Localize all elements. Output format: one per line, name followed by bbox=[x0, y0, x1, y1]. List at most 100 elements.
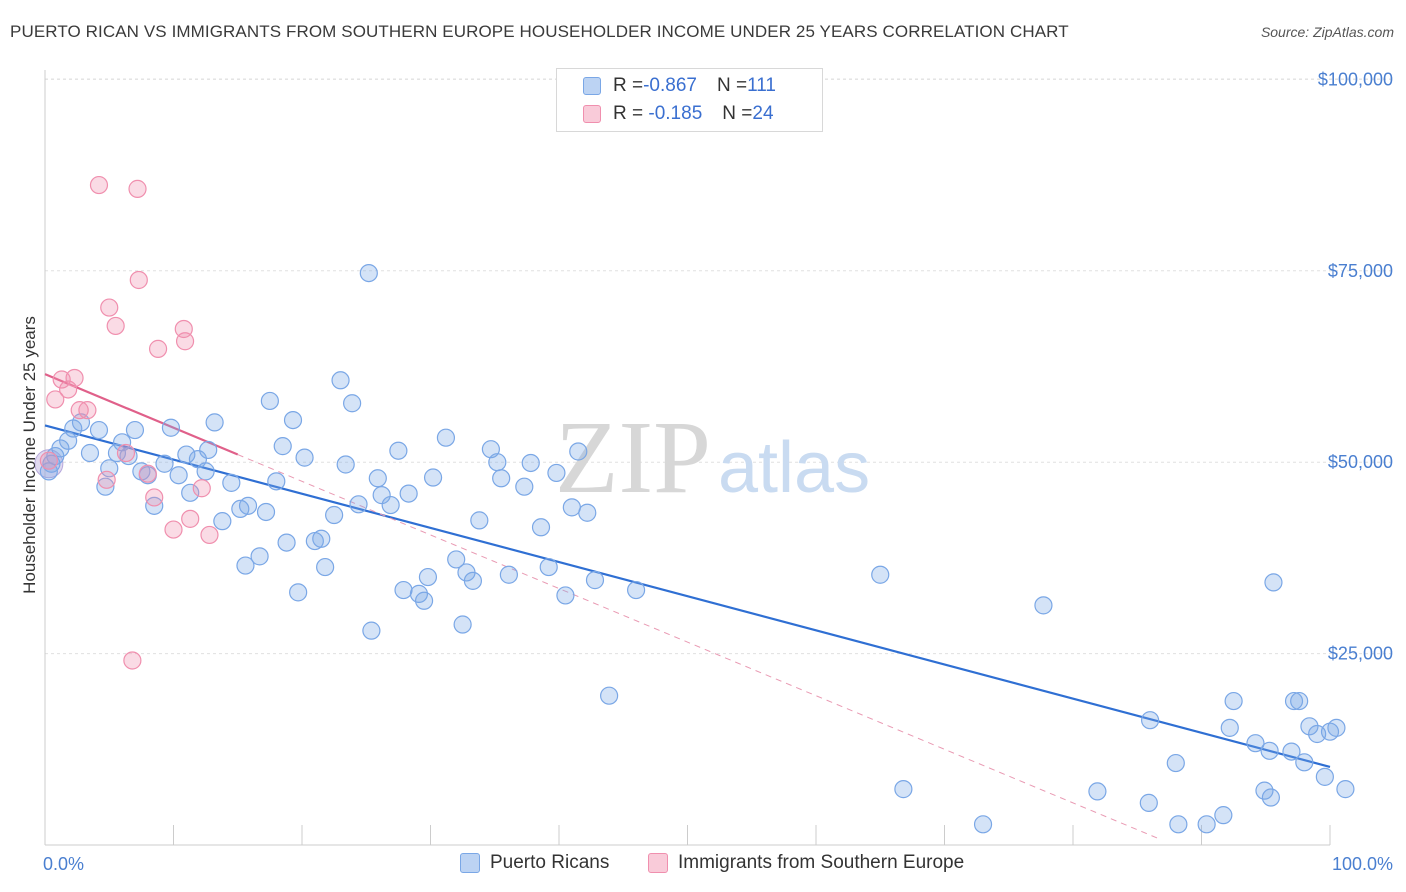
data-point bbox=[394, 580, 413, 600]
data-point bbox=[106, 316, 125, 336]
data-point bbox=[600, 686, 619, 705]
series-swatch-pink bbox=[648, 853, 668, 873]
legend-n-value: 24 bbox=[752, 103, 774, 124]
data-point bbox=[78, 401, 97, 420]
data-point bbox=[316, 557, 335, 577]
data-point bbox=[236, 556, 255, 575]
data-point bbox=[89, 175, 109, 195]
data-point bbox=[1300, 717, 1319, 736]
data-point bbox=[181, 509, 200, 528]
data-point bbox=[372, 486, 391, 505]
data-point bbox=[138, 464, 157, 483]
data-point bbox=[1139, 793, 1158, 812]
data-point bbox=[569, 442, 588, 461]
series-label: Puerto Ricans bbox=[490, 852, 610, 873]
data-point bbox=[359, 263, 378, 283]
data-point bbox=[539, 557, 558, 577]
data-point bbox=[1220, 718, 1239, 737]
legend-n-label: N = bbox=[722, 103, 753, 124]
data-point bbox=[414, 591, 434, 610]
legend-swatch-pink bbox=[583, 105, 601, 123]
data-point bbox=[547, 463, 566, 483]
data-point bbox=[169, 466, 188, 485]
data-point bbox=[128, 179, 147, 198]
correlation-legend: R = -0.867 N = 111 R = -0.185 N = 24 bbox=[556, 68, 823, 132]
data-point bbox=[1034, 596, 1053, 615]
data-point bbox=[1264, 573, 1283, 592]
data-point bbox=[894, 780, 913, 799]
data-point bbox=[1255, 781, 1274, 800]
data-point bbox=[325, 505, 344, 525]
data-point bbox=[556, 586, 575, 605]
watermark-zip: ZIP bbox=[555, 400, 711, 515]
data-point bbox=[200, 525, 219, 545]
legend-r-value: -0.185 bbox=[643, 103, 703, 124]
data-point bbox=[59, 380, 78, 399]
y-tick-label: $100,000 bbox=[1318, 69, 1393, 89]
data-point bbox=[51, 439, 70, 458]
data-point bbox=[585, 571, 605, 590]
data-point bbox=[256, 502, 276, 522]
data-point bbox=[96, 477, 115, 496]
series-legend-puerto-ricans[interactable]: Puerto Ricans bbox=[460, 852, 609, 874]
trend-line-puerto-ricans bbox=[44, 424, 1331, 768]
data-point bbox=[1246, 734, 1265, 753]
y-tick-label: $75,000 bbox=[1328, 261, 1393, 281]
data-point bbox=[562, 498, 581, 517]
legend-row-southern-europe: R = -0.185 N = 24 bbox=[583, 102, 774, 126]
data-point bbox=[70, 401, 89, 420]
data-point bbox=[1327, 718, 1346, 737]
data-point bbox=[97, 470, 116, 489]
data-point bbox=[177, 445, 196, 464]
series-swatch-blue bbox=[460, 853, 480, 873]
data-point bbox=[250, 547, 269, 566]
data-point bbox=[362, 621, 381, 640]
data-point bbox=[418, 567, 438, 587]
data-point bbox=[205, 413, 224, 432]
data-point bbox=[336, 455, 355, 474]
data-point bbox=[129, 270, 148, 290]
data-point bbox=[164, 520, 183, 539]
data-point bbox=[871, 565, 890, 584]
data-point bbox=[531, 518, 551, 537]
data-point bbox=[389, 441, 408, 460]
data-point bbox=[399, 484, 418, 503]
data-point bbox=[1197, 815, 1216, 834]
data-point bbox=[470, 511, 489, 530]
data-point bbox=[1169, 815, 1188, 834]
trend-lines bbox=[44, 373, 1331, 840]
legend-row-puerto-ricans: R = -0.867 N = 111 bbox=[583, 74, 776, 98]
series-label: Immigrants from Southern Europe bbox=[678, 852, 965, 873]
data-point bbox=[89, 420, 109, 440]
trend-extension-southern-europe bbox=[237, 454, 1161, 840]
data-point bbox=[1214, 806, 1233, 825]
series-legend-southern-europe[interactable]: Immigrants from Southern Europe bbox=[648, 852, 964, 874]
y-tick-label: $25,000 bbox=[1328, 644, 1393, 664]
data-point bbox=[260, 391, 279, 411]
data-point bbox=[1260, 741, 1279, 760]
data-point bbox=[119, 446, 138, 466]
data-point bbox=[521, 453, 540, 473]
data-point bbox=[626, 580, 646, 600]
data-point bbox=[39, 451, 58, 470]
data-point bbox=[65, 368, 84, 388]
data-point bbox=[46, 390, 65, 409]
chart-title: PUERTO RICAN VS IMMIGRANTS FROM SOUTHERN… bbox=[10, 22, 1069, 41]
data-point bbox=[238, 496, 258, 515]
data-point bbox=[192, 479, 211, 498]
trend-line-southern-europe bbox=[44, 373, 239, 456]
data-point bbox=[267, 472, 286, 491]
data-point bbox=[312, 529, 331, 548]
data-point bbox=[123, 651, 142, 670]
data-point bbox=[222, 473, 241, 492]
data-point bbox=[181, 483, 200, 502]
data-point bbox=[492, 469, 511, 488]
data-point bbox=[1088, 782, 1107, 801]
y-axis-label: Householder Income Under 25 years bbox=[20, 316, 39, 594]
data-point bbox=[499, 565, 518, 584]
data-point bbox=[196, 462, 215, 481]
data-point bbox=[381, 495, 400, 515]
data-point bbox=[349, 495, 368, 514]
data-point bbox=[1336, 780, 1355, 799]
